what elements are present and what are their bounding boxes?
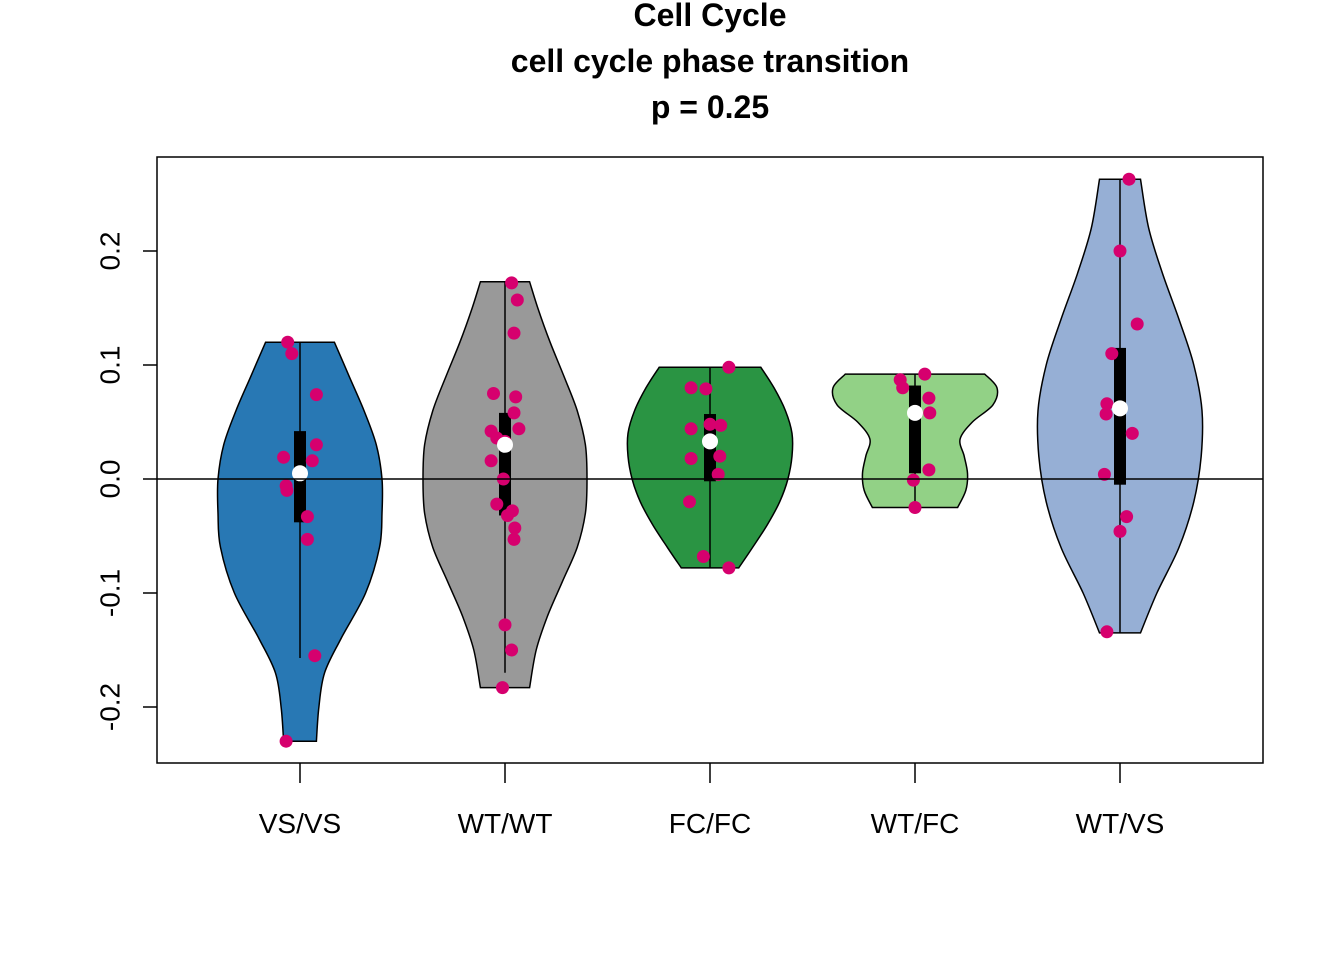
x-tick-label: VS/VS: [259, 808, 341, 839]
data-point: [505, 276, 519, 290]
data-point: [922, 391, 936, 405]
median-point: [497, 436, 513, 453]
title-line-3: p = 0.25: [651, 89, 769, 125]
data-point: [1125, 426, 1139, 440]
data-point: [1100, 625, 1114, 639]
data-point: [906, 473, 920, 487]
chart-title: Cell Cycle cell cycle phase transition p…: [511, 0, 909, 125]
median-point: [1112, 400, 1128, 417]
data-point: [305, 454, 319, 468]
violin-group-wt-wt: [422, 276, 588, 695]
data-point: [507, 406, 521, 420]
data-point: [300, 510, 314, 524]
data-point: [711, 467, 725, 481]
data-point: [496, 681, 509, 695]
data-point: [308, 649, 322, 663]
data-point: [684, 452, 698, 465]
x-tick-label: WT/FC: [871, 808, 960, 839]
data-point: [722, 360, 736, 374]
data-point: [1120, 510, 1134, 524]
data-point: [714, 418, 728, 432]
x-tick-label: FC/FC: [669, 808, 751, 839]
violin-group-fc-fc: [626, 360, 794, 575]
data-point: [510, 293, 524, 307]
violin-iqr-box: [909, 385, 921, 474]
y-tick-label: 0.0: [95, 460, 126, 499]
data-point: [683, 495, 696, 509]
data-point: [703, 417, 717, 431]
title-line-1: Cell Cycle: [634, 0, 787, 33]
violin-group-wt-fc: [831, 367, 999, 514]
data-point: [1122, 172, 1136, 186]
y-tick-label: -0.1: [95, 569, 126, 617]
data-point: [696, 550, 710, 563]
data-point: [922, 463, 936, 477]
data-point: [713, 449, 727, 463]
data-point: [918, 367, 932, 381]
data-point: [908, 501, 922, 514]
median-point: [702, 433, 718, 450]
data-point: [684, 422, 698, 436]
data-point: [699, 382, 713, 396]
data-point: [484, 454, 498, 468]
data-point: [923, 406, 937, 420]
data-point: [1099, 407, 1113, 421]
data-point: [279, 734, 293, 748]
x-tick-label: WT/VS: [1076, 808, 1165, 839]
data-point: [896, 381, 910, 395]
data-point: [487, 387, 500, 400]
data-point: [509, 390, 523, 404]
title-line-2: cell cycle phase transition: [511, 43, 909, 79]
data-point: [281, 335, 295, 349]
y-tick-label: 0.1: [95, 346, 126, 385]
data-point: [1097, 467, 1111, 481]
data-point: [498, 618, 512, 632]
violin-group-wt-vs: [1036, 172, 1204, 639]
median-point: [907, 404, 923, 421]
data-point: [309, 388, 323, 402]
data-point: [280, 483, 294, 497]
x-tick-label: WT/WT: [458, 808, 553, 839]
data-point: [501, 509, 514, 522]
data-point: [684, 381, 698, 395]
data-point: [490, 497, 504, 511]
axes: -0.2 -0.1 0.0 0.1 0.2 VS/VS WT/WT FC/FC WT/FC WT/…: [95, 156, 1264, 839]
median-point: [292, 465, 308, 482]
y-tick-label: 0.2: [95, 232, 126, 271]
data-point: [505, 643, 519, 657]
data-point: [512, 422, 526, 436]
data-point: [1113, 524, 1127, 538]
data-point: [285, 347, 299, 361]
data-point: [309, 438, 323, 452]
violin-group-vs-vs: [216, 335, 384, 748]
data-point: [1113, 244, 1127, 258]
data-point: [300, 532, 314, 546]
data-point: [508, 521, 522, 535]
data-point: [1105, 347, 1119, 361]
data-point: [277, 450, 291, 464]
data-point: [722, 561, 736, 575]
y-tick-label: -0.2: [95, 683, 126, 731]
plot-area: [157, 172, 1263, 748]
data-point: [507, 532, 521, 546]
data-point: [1100, 397, 1114, 411]
data-point: [507, 326, 521, 340]
data-point: [1130, 317, 1144, 331]
